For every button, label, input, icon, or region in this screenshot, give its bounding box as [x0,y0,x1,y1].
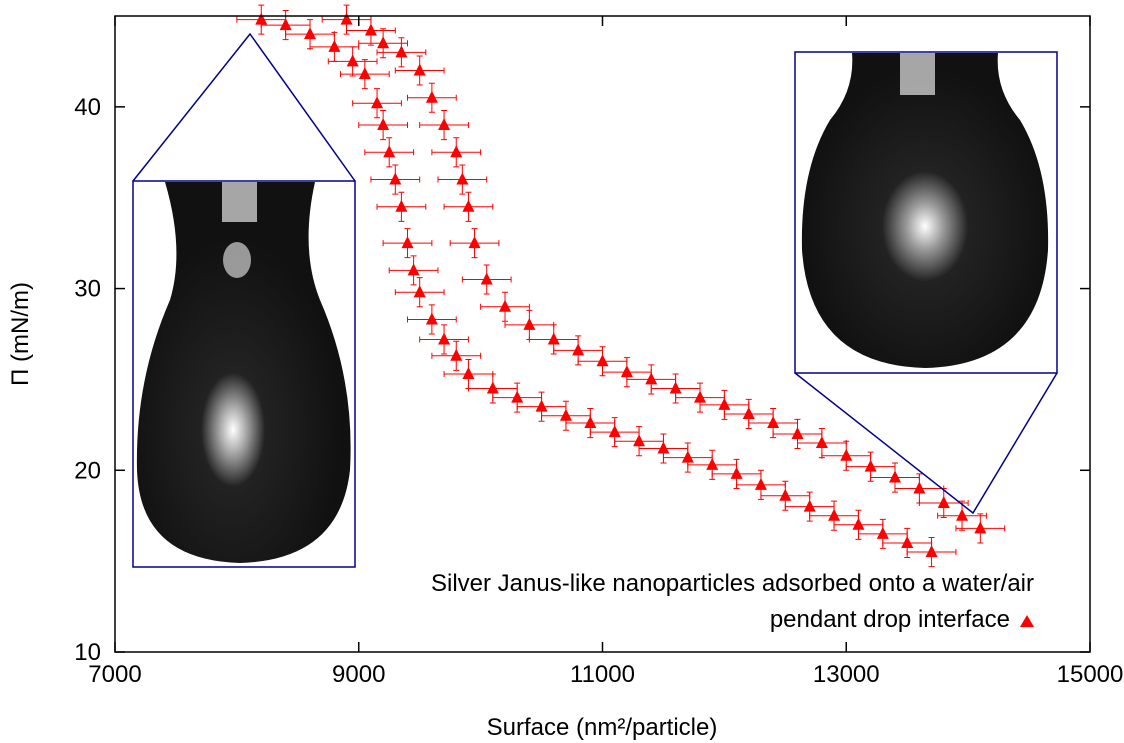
point [395,45,408,58]
point [901,535,914,548]
point [377,36,390,49]
x-axis-label: Surface (nm²/particle) [487,714,718,741]
point [425,312,438,325]
x-tick-label: 15000 [1057,661,1124,688]
point [304,27,316,40]
y-tick-label: 10 [74,639,101,666]
point [718,397,731,410]
y-tick-label: 40 [74,94,101,121]
point [669,381,682,394]
point [913,481,926,494]
point [401,236,414,249]
point [584,416,597,429]
point [596,354,609,367]
point [468,236,481,249]
point [779,488,792,501]
point [937,495,950,508]
point [456,172,469,185]
point [754,477,767,490]
error-bar [443,358,494,390]
point [535,399,548,412]
error-bar [480,291,530,322]
point [706,457,719,470]
y-tick-label: 20 [74,457,101,484]
point [828,508,841,521]
legend-marker [1020,615,1034,627]
y-axis-label: Π (mN/m) [7,282,34,386]
x-tick-label: 7000 [88,661,141,688]
point [694,390,706,403]
x-tick-label: 9000 [332,661,385,688]
point [657,441,670,454]
point [438,118,451,131]
point [371,96,384,109]
point [974,521,987,534]
point [572,343,585,356]
point [840,448,853,461]
x-tick-label: 11000 [570,661,635,688]
point [279,18,292,31]
inset-right [794,51,1058,515]
point [956,508,969,521]
point [791,426,804,439]
error-bar [461,264,512,295]
inset-left [132,32,356,568]
point [620,365,633,378]
point [767,416,780,429]
point [852,517,865,530]
error-bar [504,309,555,340]
point [681,450,694,463]
point [364,23,377,36]
point [407,263,420,276]
point [255,12,268,25]
point [377,118,390,131]
point [633,434,646,447]
point [803,499,816,512]
point [864,459,877,472]
point [438,332,451,345]
point [608,425,621,438]
point [413,63,426,76]
legend-label: Silver Janus-like nanoparticles adsorbed… [431,570,1034,633]
point [425,90,438,103]
point [645,372,658,385]
point [450,348,463,361]
point [395,199,408,212]
y-tick-label: 30 [74,276,101,303]
point [389,172,402,185]
point [450,145,463,158]
point [462,199,475,212]
point [559,408,572,421]
point [340,12,353,25]
x-tick-label: 13000 [813,661,880,688]
point [876,526,889,539]
point [462,366,475,379]
point [925,545,938,558]
point [413,285,426,298]
point [815,436,828,449]
error-bar [236,4,287,35]
point [328,39,341,52]
point [742,406,755,419]
point [523,317,536,330]
point [480,272,493,285]
point [383,145,396,158]
point [547,332,560,345]
legend: Silver Janus-like nanoparticles adsorbed… [414,566,1034,638]
point [346,54,359,67]
point [486,381,499,394]
point [358,67,371,80]
point [889,470,901,483]
point [499,299,511,312]
point [511,390,524,403]
point [730,466,743,479]
